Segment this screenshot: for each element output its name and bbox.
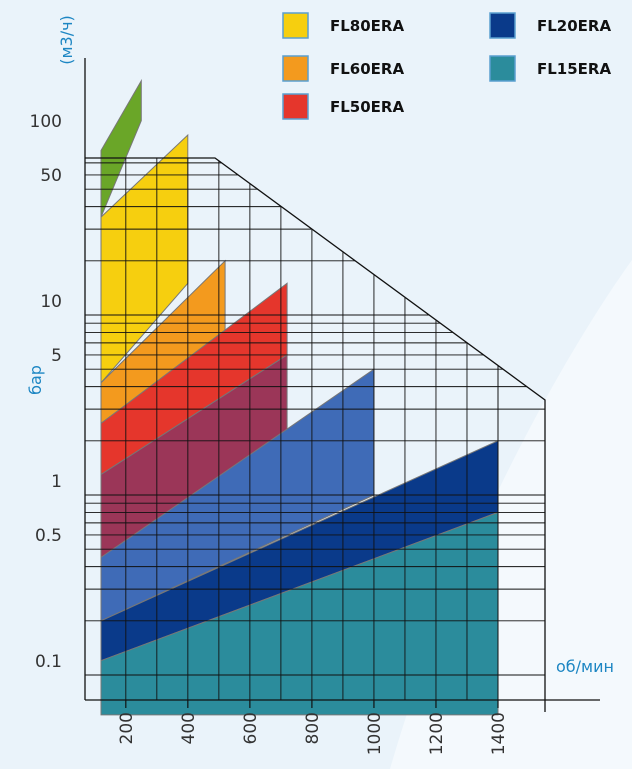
x-ticks: 200 400 600 800 1000 1200 1400 — [117, 700, 509, 755]
y-tick-label-0.5: 0.5 — [35, 526, 62, 546]
x-tick-label-1000: 1000 — [365, 712, 385, 755]
x-tick-label-400: 400 — [179, 712, 199, 744]
grid — [85, 158, 545, 700]
legend-label-FL80ERA: FL80ERA — [330, 17, 404, 35]
y-ticks: 100 50 10 5 1 0.5 0.1 — [30, 112, 62, 672]
area-band-1 — [100, 78, 142, 218]
legend-label-FL20ERA: FL20ERA — [537, 17, 611, 35]
legend: FL80ERA FL60ERA FL50ERA FL20ERA FL15ERA — [282, 12, 611, 120]
x-tick-label-800: 800 — [303, 712, 323, 744]
x-axis-label: об/мин — [556, 657, 614, 676]
y-axis-label: бар — [26, 365, 45, 395]
y-tick-label-10: 10 — [40, 292, 62, 312]
envelope-line — [85, 157, 546, 712]
legend-swatch-FL80ERA — [282, 12, 309, 39]
legend-label-FL50ERA: FL50ERA — [330, 98, 404, 116]
legend-label-FL15ERA: FL15ERA — [537, 60, 611, 78]
y-tick-label-0.1: 0.1 — [35, 652, 62, 672]
x-tick-label-1400: 1400 — [489, 712, 509, 755]
legend-label-FL60ERA: FL60ERA — [330, 60, 404, 78]
y2-axis-label: (м3/ч) — [57, 15, 76, 65]
y-tick-label-100: 100 — [30, 112, 62, 132]
area-band-2 — [100, 133, 189, 385]
legend-swatch-FL50ERA — [282, 93, 309, 120]
y-tick-label-1: 1 — [51, 472, 62, 492]
x-tick-label-1200: 1200 — [427, 712, 447, 755]
x-tick-label-600: 600 — [241, 712, 261, 744]
axes — [84, 58, 600, 712]
legend-swatch-FL15ERA — [489, 55, 516, 82]
x-tick-label-200: 200 — [117, 712, 137, 744]
legend-swatch-FL60ERA — [282, 55, 309, 82]
y-tick-label-50: 50 — [40, 166, 62, 186]
y-tick-label-5: 5 — [51, 346, 62, 366]
legend-swatch-FL20ERA — [489, 12, 516, 39]
